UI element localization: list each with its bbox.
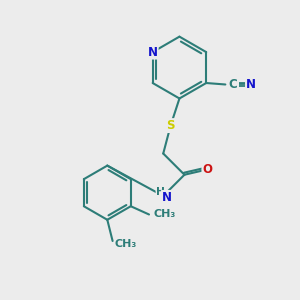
Text: N: N [246,78,256,91]
Text: CH₃: CH₃ [114,239,136,249]
Text: S: S [167,119,175,132]
Text: CH₃: CH₃ [153,209,176,220]
Text: O: O [202,163,212,176]
Text: N: N [162,191,172,204]
Text: N: N [148,46,158,59]
Text: H: H [157,188,165,197]
Text: C: C [228,78,237,91]
